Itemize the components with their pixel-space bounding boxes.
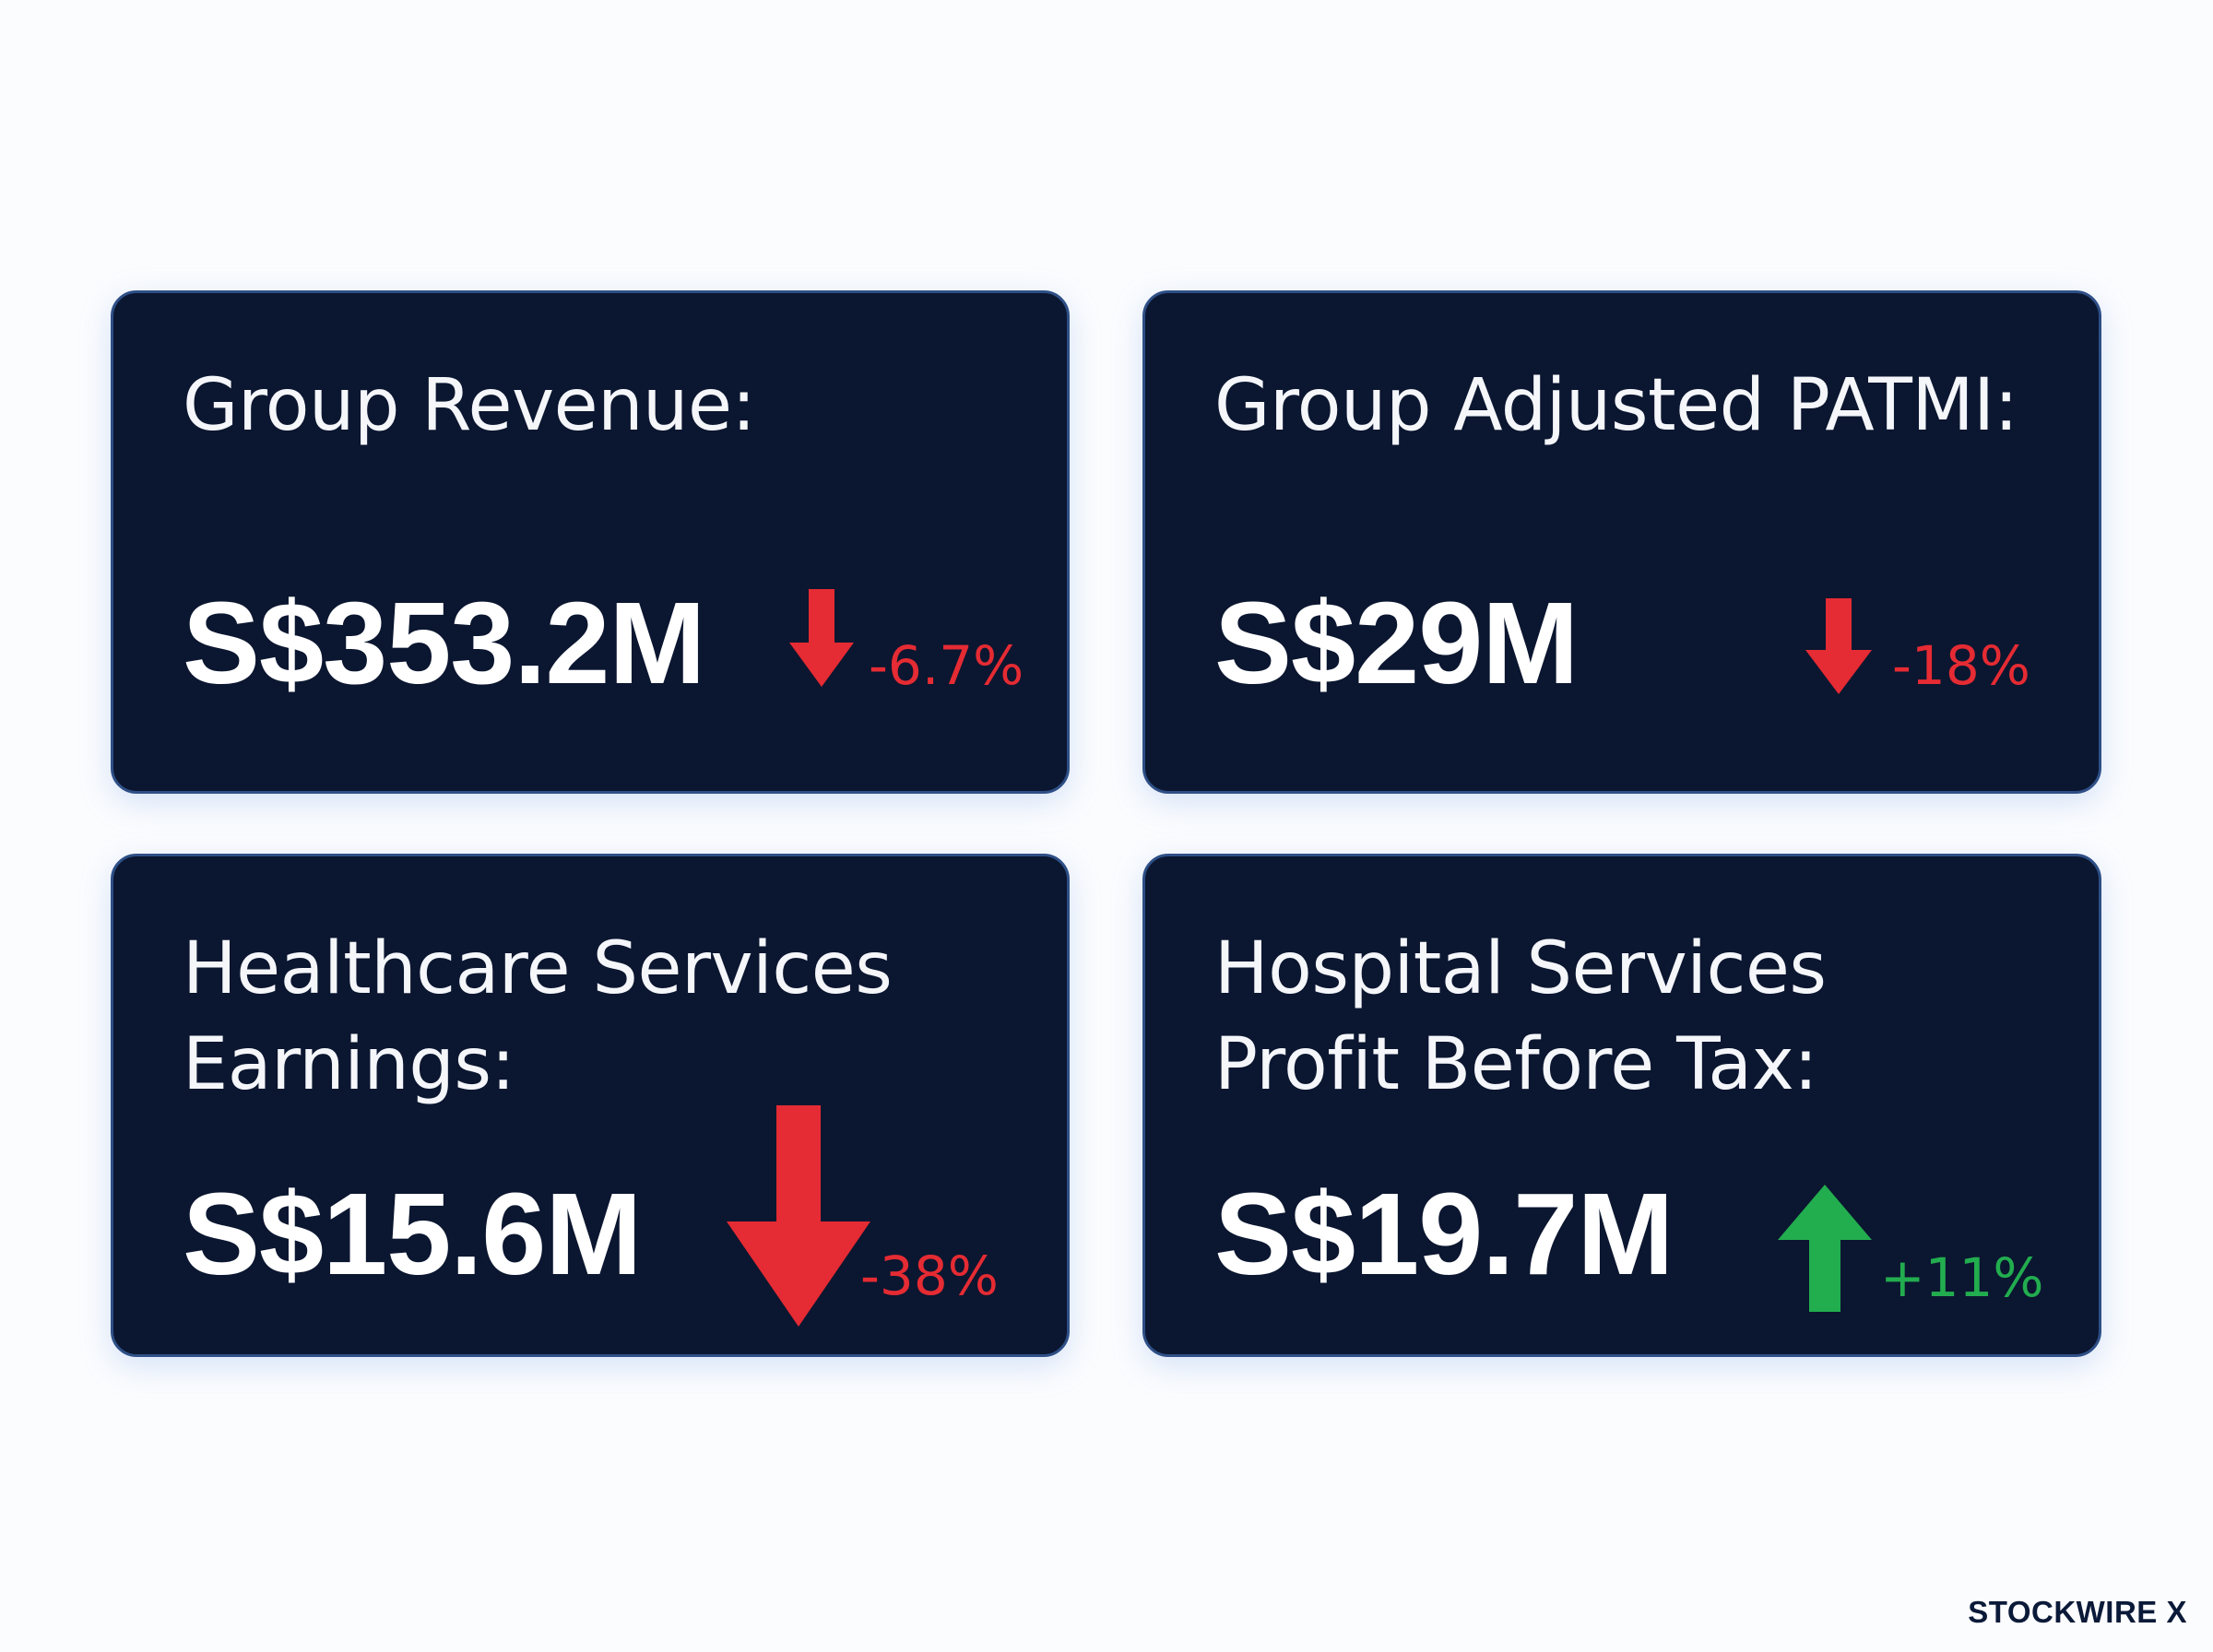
metric-label-line: Earnings: xyxy=(183,1023,515,1106)
metric-value: S$353.2M xyxy=(183,578,705,708)
metric-label: Healthcare Services Earnings: xyxy=(183,921,893,1113)
metric-label-line: Healthcare Services xyxy=(183,927,893,1010)
arrow-down-icon xyxy=(789,589,854,687)
metric-change: +11% xyxy=(1880,1246,2044,1309)
metric-value: S$29M xyxy=(1214,578,1579,708)
metric-card-group-adjusted-patmi: Group Adjusted PATMI: S$29M -18% xyxy=(1142,290,2101,794)
metric-label: Group Adjusted PATMI: xyxy=(1214,364,2018,447)
arrow-down-icon xyxy=(1805,598,1872,694)
metric-card-healthcare-services-earnings: Healthcare Services Earnings: S$15.6M -3… xyxy=(111,854,1070,1357)
arrow-up-icon xyxy=(1778,1185,1872,1312)
metric-card-hospital-services-pbt: Hospital Services Profit Before Tax: S$1… xyxy=(1142,854,2101,1357)
metric-value: S$15.6M xyxy=(183,1169,642,1299)
metric-change: -6.7% xyxy=(869,634,1024,697)
brand-logo-text: STOCKWIRE X xyxy=(1968,1595,2187,1629)
metric-label-line: Profit Before Tax: xyxy=(1214,1023,1818,1106)
metric-card-group-revenue: Group Revenue: S$353.2M -6.7% xyxy=(111,290,1070,794)
metric-label: Hospital Services Profit Before Tax: xyxy=(1214,921,1827,1113)
metric-change: -38% xyxy=(860,1245,999,1307)
metric-change: -18% xyxy=(1892,634,2030,697)
arrow-down-icon xyxy=(727,1105,870,1327)
metric-value: S$19.7M xyxy=(1214,1169,1674,1299)
metric-label: Group Revenue: xyxy=(183,364,756,447)
metric-label-line: Hospital Services xyxy=(1214,927,1827,1010)
